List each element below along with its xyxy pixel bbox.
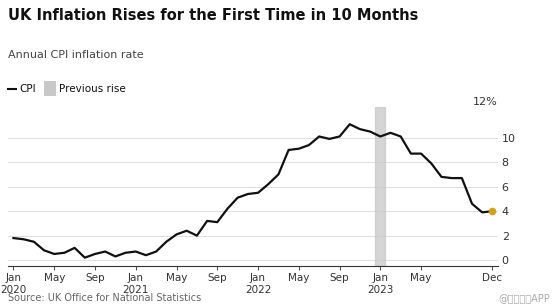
Text: @智通财经APP: @智通财经APP bbox=[499, 293, 551, 303]
Text: UK Inflation Rises for the First Time in 10 Months: UK Inflation Rises for the First Time in… bbox=[8, 8, 419, 23]
Text: CPI: CPI bbox=[19, 84, 36, 94]
Text: Annual CPI inflation rate: Annual CPI inflation rate bbox=[8, 50, 144, 61]
Text: Previous rise: Previous rise bbox=[59, 84, 126, 94]
FancyBboxPatch shape bbox=[44, 81, 56, 96]
Text: Source: UK Office for National Statistics: Source: UK Office for National Statistic… bbox=[8, 293, 202, 303]
Bar bbox=[375, 107, 385, 266]
Text: 12%: 12% bbox=[473, 97, 498, 107]
